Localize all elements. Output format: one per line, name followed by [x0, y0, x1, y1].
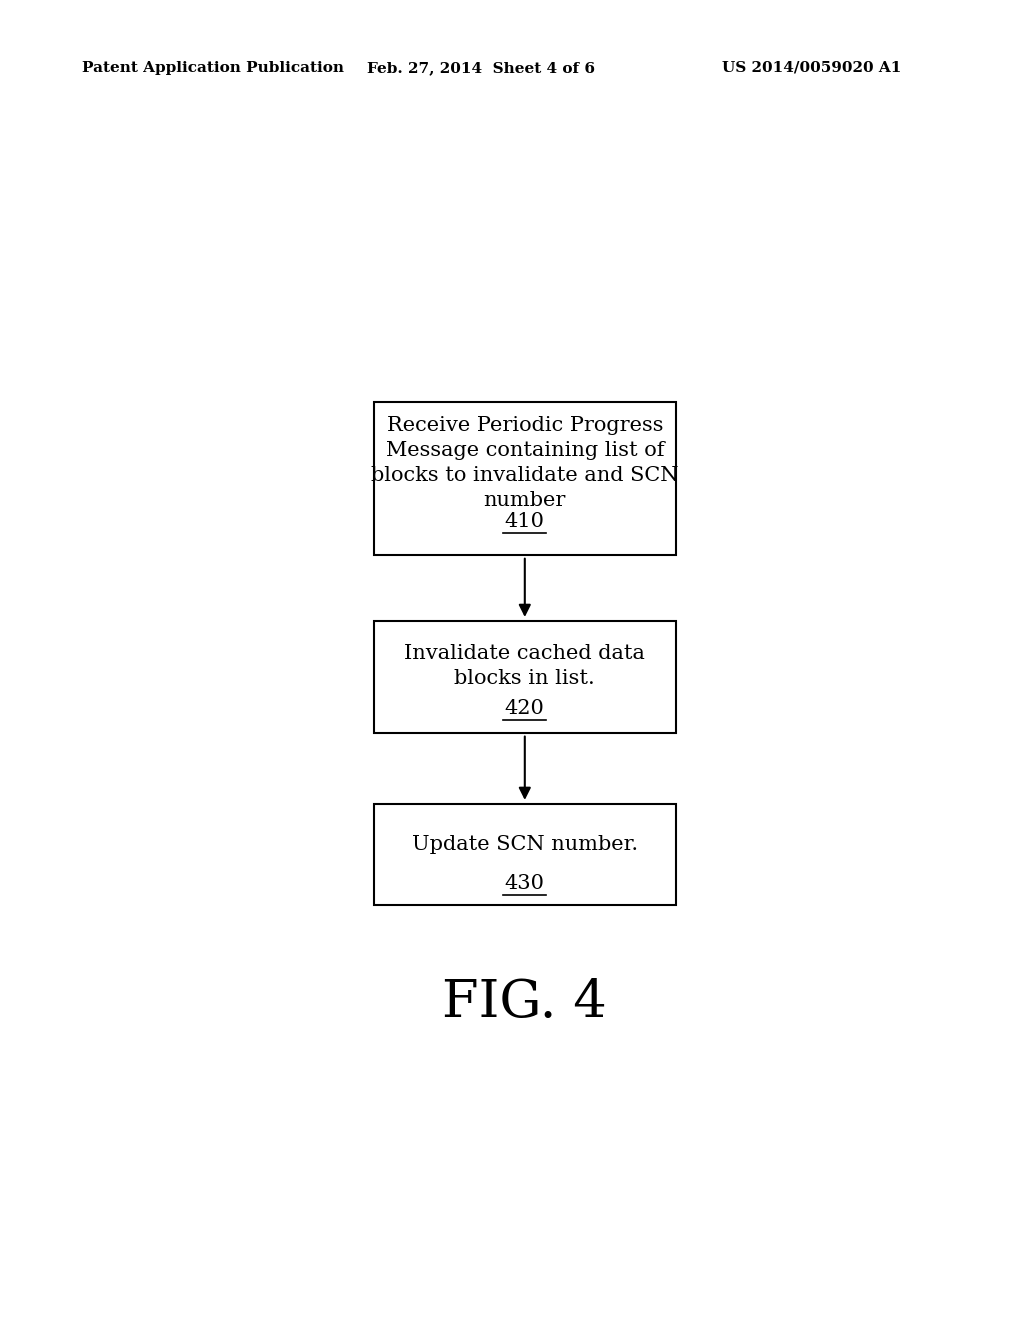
FancyBboxPatch shape: [374, 620, 676, 733]
Text: 410: 410: [505, 512, 545, 531]
Text: Feb. 27, 2014  Sheet 4 of 6: Feb. 27, 2014 Sheet 4 of 6: [368, 61, 595, 75]
Text: Patent Application Publication: Patent Application Publication: [82, 61, 344, 75]
Text: 430: 430: [505, 874, 545, 892]
Text: 420: 420: [505, 698, 545, 718]
Text: Receive Periodic Progress
Message containing list of
blocks to invalidate and SC: Receive Periodic Progress Message contai…: [371, 416, 679, 511]
FancyBboxPatch shape: [374, 403, 676, 554]
Text: Update SCN number.: Update SCN number.: [412, 836, 638, 854]
FancyBboxPatch shape: [374, 804, 676, 906]
Text: US 2014/0059020 A1: US 2014/0059020 A1: [722, 61, 901, 75]
Text: FIG. 4: FIG. 4: [442, 977, 607, 1027]
Text: Invalidate cached data
blocks in list.: Invalidate cached data blocks in list.: [404, 644, 645, 688]
